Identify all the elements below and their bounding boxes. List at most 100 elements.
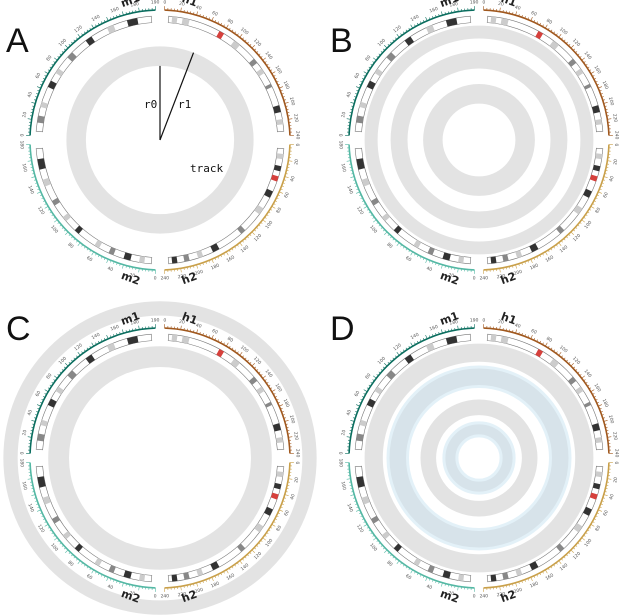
scale-tick (214, 337, 217, 341)
scale-tick (350, 494, 355, 496)
scale-tick (116, 262, 118, 265)
scale-tick (414, 24, 416, 27)
tick-label: 180 (130, 1, 140, 9)
scale-tick (593, 396, 597, 398)
chromosome-label: h1 (499, 310, 518, 328)
tick-label: 240 (613, 131, 619, 140)
scale-tick (53, 216, 56, 219)
cytoband (502, 572, 509, 580)
scale-tick (258, 224, 261, 227)
scale-tick (214, 575, 217, 579)
tick-label: 100 (377, 38, 387, 48)
scale-tick (95, 24, 97, 27)
scale-tick (596, 83, 600, 86)
tick-label: 200 (194, 587, 204, 595)
scale-tick (276, 515, 279, 517)
scale-tick (383, 366, 386, 369)
scale-tick (410, 251, 413, 256)
scale-tick (372, 57, 377, 61)
cytoband (47, 398, 57, 408)
scale-tick (599, 188, 602, 190)
tick-label: 180 (18, 458, 24, 467)
scale-tick (378, 542, 381, 545)
cytoband (275, 436, 284, 444)
scale-tick (51, 214, 54, 217)
scale-tick (350, 108, 353, 111)
scale-tick (590, 524, 595, 527)
scale-tick (246, 236, 249, 239)
scale-tick (53, 537, 58, 541)
scale-tick (402, 31, 405, 34)
cytoband (273, 164, 282, 172)
scale-tick (355, 185, 358, 187)
scale-tick (262, 57, 267, 61)
scale-tick (387, 44, 390, 47)
scale-tick (558, 33, 562, 38)
cytoband (591, 423, 600, 432)
cytoband (42, 177, 51, 187)
scale-tick (429, 17, 431, 20)
tick-label: 60 (34, 390, 42, 398)
scale-tick (447, 266, 450, 269)
scale-tick (533, 257, 536, 261)
scale-tick (189, 266, 192, 269)
scale-tick (27, 436, 32, 438)
scale-tick (422, 337, 425, 341)
scale-tick (31, 420, 36, 422)
scale-tick (372, 375, 377, 379)
scale-tick (276, 399, 279, 401)
scale-tick (110, 17, 112, 20)
scale-tick (236, 33, 239, 36)
scale-tick (95, 253, 97, 256)
scale-arc (164, 9, 291, 136)
tick-label: 100 (49, 542, 59, 553)
scale-tick (604, 491, 607, 493)
scale-tick (395, 240, 397, 243)
track-ring (48, 346, 272, 570)
scale-tick (605, 169, 608, 172)
cytoband (94, 239, 103, 249)
cytoband (237, 543, 246, 552)
scale-tick (425, 577, 428, 582)
scale-tick (199, 14, 201, 17)
scale-tick (524, 16, 526, 19)
scale-tick (31, 169, 34, 172)
cytoband (37, 115, 45, 124)
scale-tick (353, 179, 356, 181)
scale-tick (380, 51, 383, 54)
scale-tick (441, 582, 443, 587)
scale-tick (568, 44, 571, 47)
scale-tick (274, 78, 278, 80)
cytoband (254, 522, 264, 533)
chromosome-label: m1 (119, 0, 141, 10)
scale-tick (280, 506, 283, 508)
cytoband (490, 574, 497, 582)
scale-tick (380, 544, 383, 547)
tick-label: 160 (592, 383, 602, 394)
scale-tick (400, 562, 403, 565)
scale-tick (425, 334, 428, 339)
scale-tick (545, 251, 548, 256)
scale-tick (515, 582, 517, 587)
cytoband (374, 386, 383, 395)
scale-tick (405, 347, 408, 350)
scale-tick (34, 497, 37, 499)
cytoband (393, 225, 402, 234)
scale-tick (355, 411, 358, 413)
scale-tick (31, 487, 34, 490)
cytoband (425, 342, 435, 352)
scale-tick (65, 45, 69, 49)
scale-tick (414, 571, 416, 574)
scale-tick (607, 478, 612, 480)
scale-tick (607, 436, 612, 438)
tick-label: 60 (34, 72, 42, 80)
tick-label: 20 (498, 319, 505, 326)
panel-c: 0 20406080100120140160180200220240h102040… (3, 301, 317, 615)
scale-tick (77, 351, 81, 356)
scale-tick (276, 81, 279, 83)
scale-tick (65, 231, 69, 235)
tick-label: 20 (293, 477, 300, 484)
tick-label: 160 (225, 254, 236, 264)
cytoband (595, 153, 603, 160)
cytoband (366, 398, 376, 408)
